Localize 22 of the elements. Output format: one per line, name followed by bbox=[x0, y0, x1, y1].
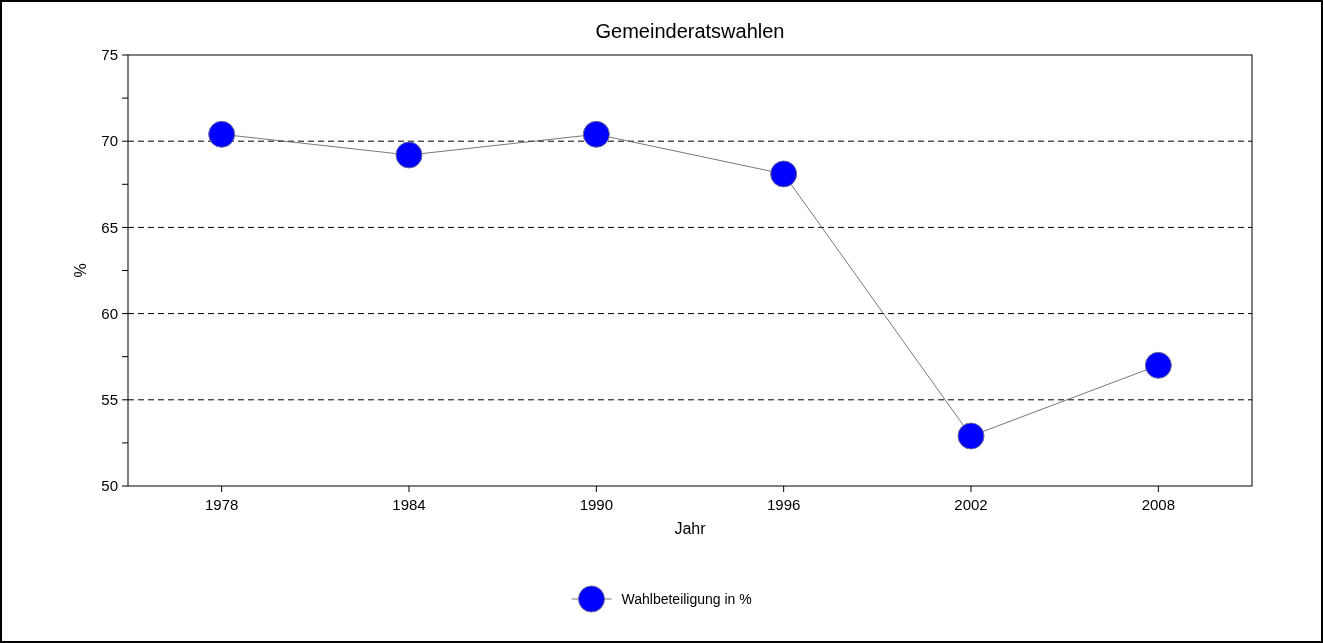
y-tick-label: 70 bbox=[101, 132, 118, 150]
x-tick-label: 2002 bbox=[954, 496, 988, 513]
x-tick-label: 2008 bbox=[1141, 496, 1176, 513]
x-tick-label: 1990 bbox=[579, 496, 614, 513]
y-tick-label: 50 bbox=[101, 477, 118, 495]
point bbox=[1144, 351, 1172, 379]
point bbox=[770, 160, 798, 188]
point bbox=[208, 120, 236, 148]
x-tick-label: 1996 bbox=[766, 496, 801, 513]
x-tick-label: 1978 bbox=[204, 496, 239, 513]
point bbox=[395, 141, 423, 169]
y-tick-label: 75 bbox=[101, 46, 118, 64]
legend-label: Wahlbeteiligung in % bbox=[621, 590, 752, 607]
y-tick-label: 55 bbox=[101, 391, 118, 409]
chart-title: Gemeinderatswahlen bbox=[595, 20, 785, 42]
point bbox=[957, 422, 985, 450]
point bbox=[582, 120, 610, 148]
x-tick-label: 1984 bbox=[392, 496, 426, 513]
x-axis-title: Jahr bbox=[674, 520, 707, 537]
y-axis-title: % bbox=[72, 263, 89, 278]
y-tick-label: 60 bbox=[101, 304, 118, 322]
y-tick-label: 65 bbox=[101, 218, 118, 236]
